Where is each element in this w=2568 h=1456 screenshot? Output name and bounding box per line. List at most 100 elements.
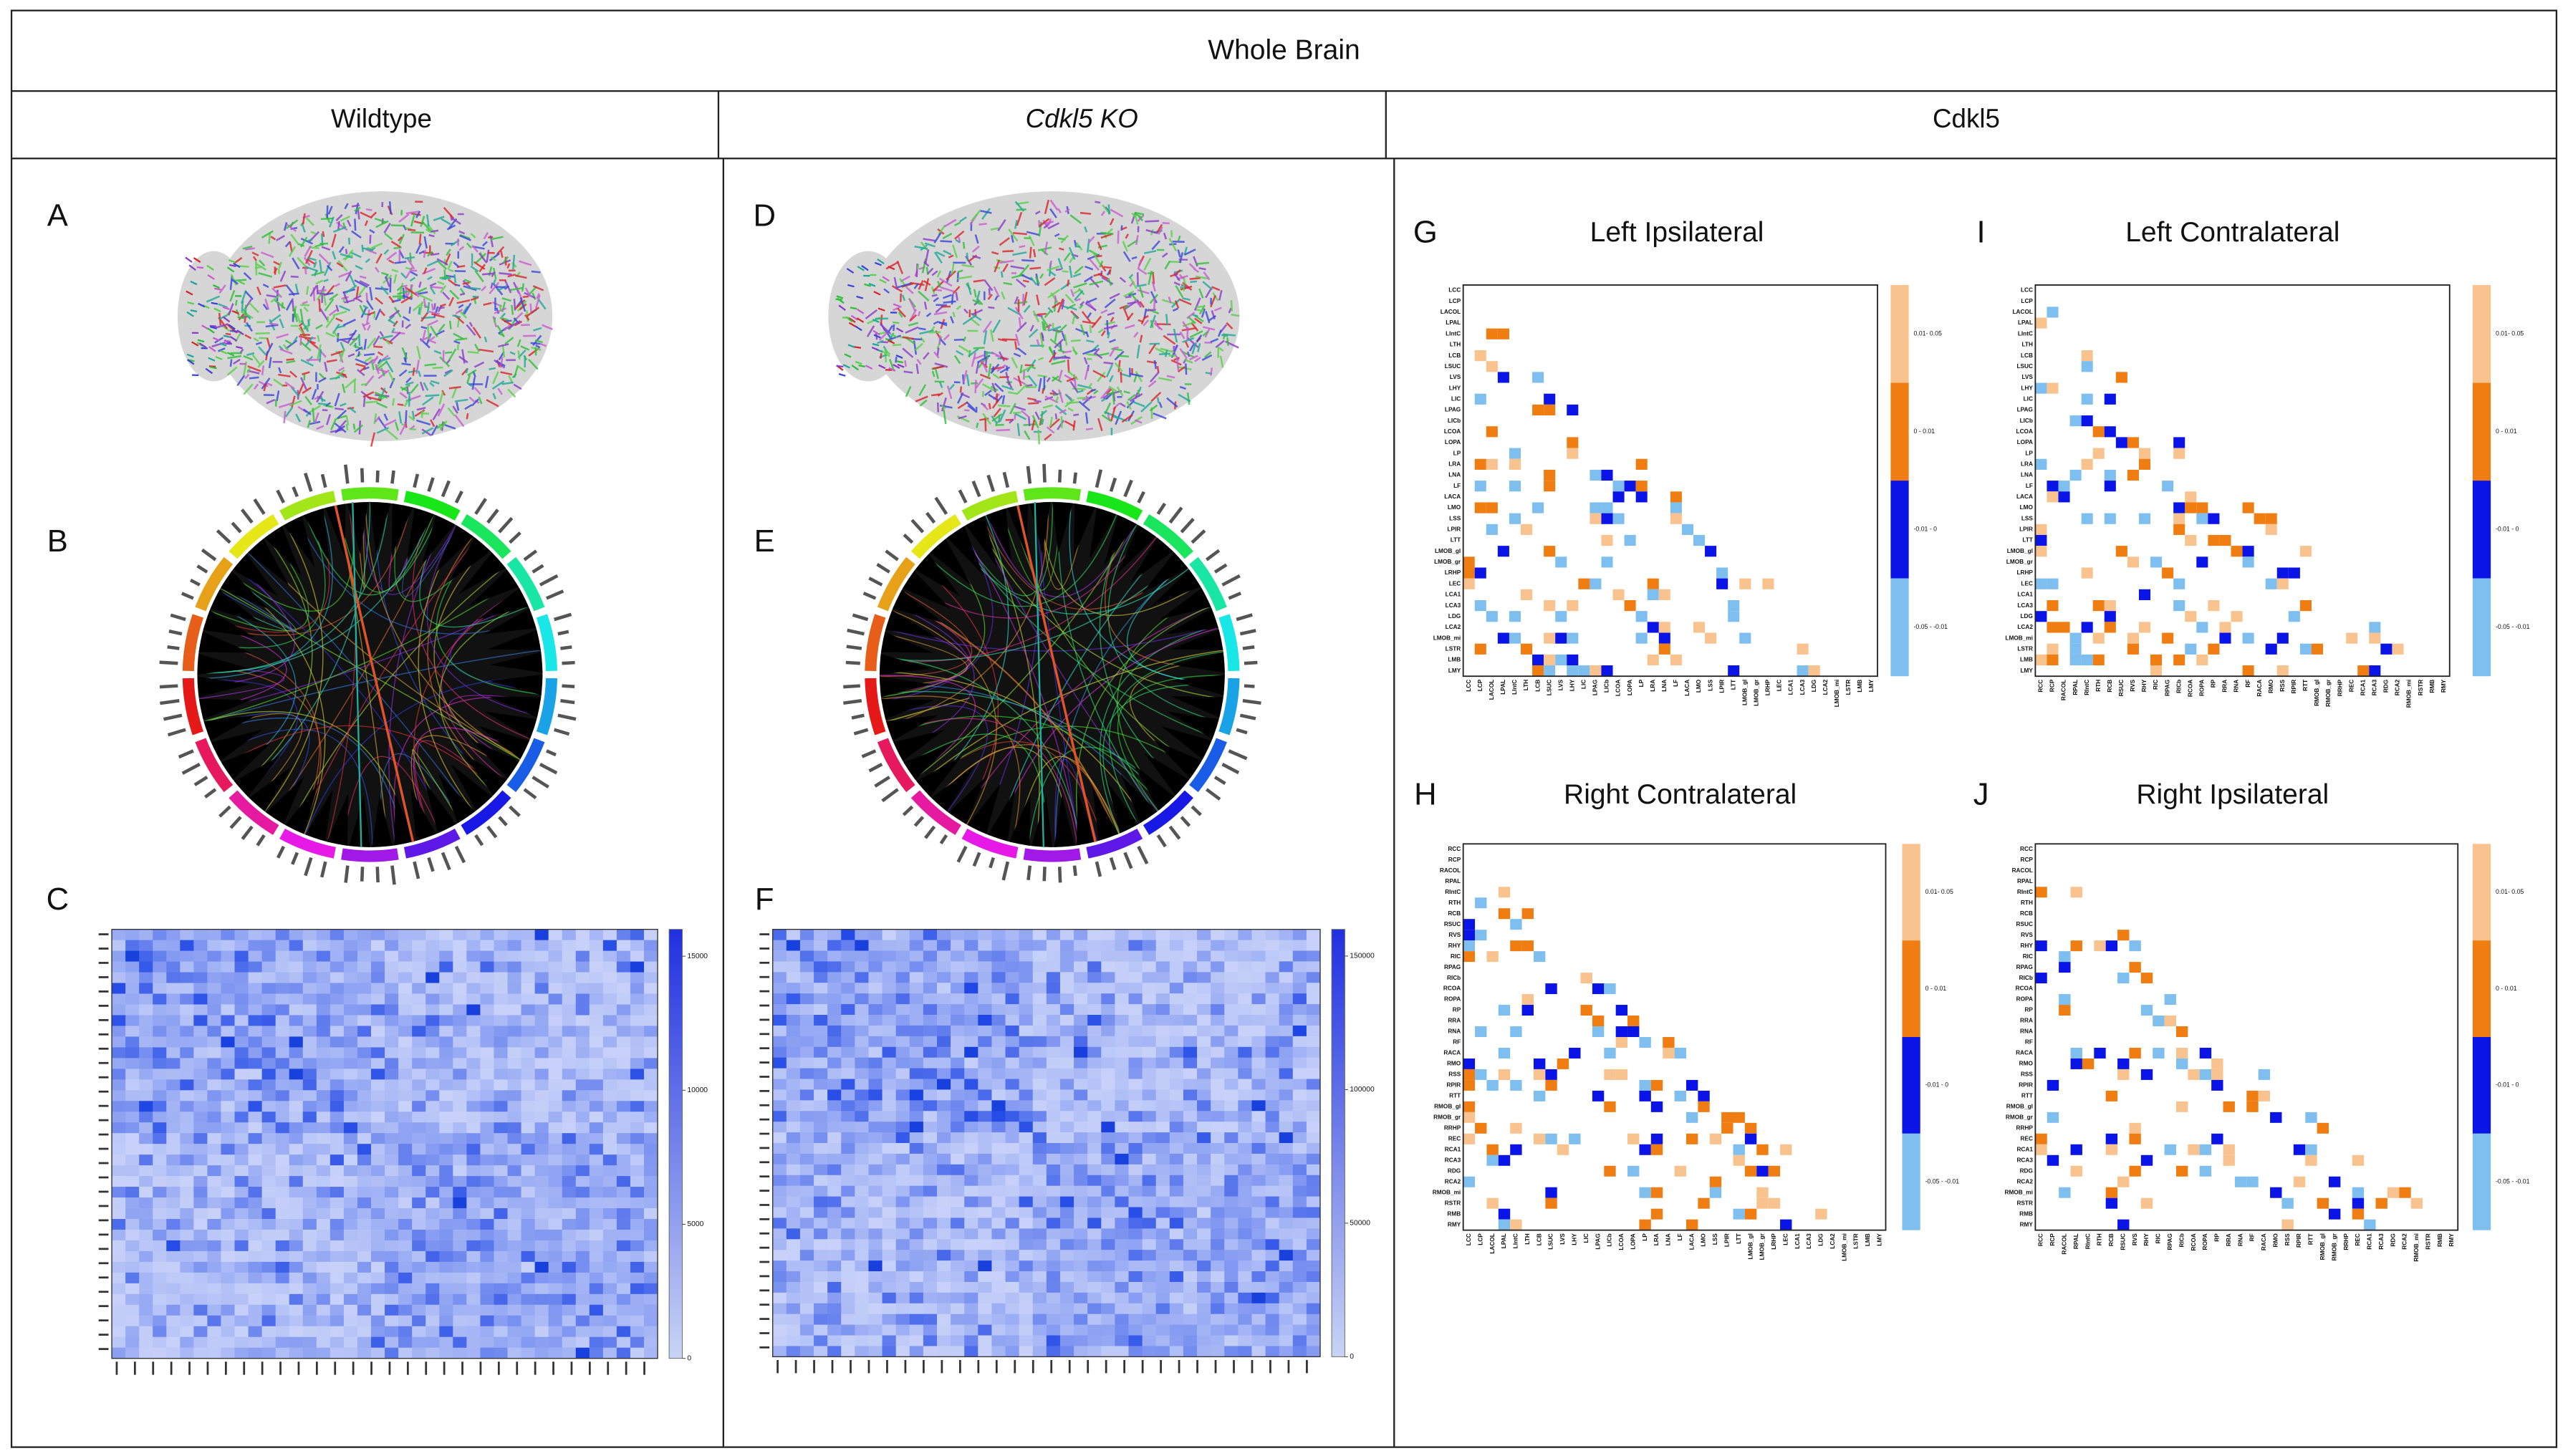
heatmap-cell	[466, 1250, 481, 1263]
heatmap-cell	[951, 983, 965, 994]
fiber	[319, 308, 329, 321]
heatmap-cell	[548, 1304, 563, 1316]
fiber	[905, 385, 912, 397]
heatmap-cell	[1128, 1111, 1143, 1122]
fiber	[340, 402, 347, 407]
heatmap-cell	[385, 1004, 399, 1016]
fiber	[1125, 324, 1135, 329]
heatmap-cell	[275, 1015, 290, 1026]
fiber	[339, 305, 351, 312]
heatmap-cell	[302, 993, 317, 1005]
heatmap-cell	[772, 1036, 787, 1048]
heatmap-cell	[466, 1036, 481, 1048]
heatmap-cell	[153, 1004, 167, 1016]
fiber	[237, 316, 245, 319]
heatmap-cell	[371, 1347, 385, 1359]
heatmap-cell	[562, 950, 577, 963]
heatmap-cell	[534, 1218, 549, 1230]
heatmap-cell	[1128, 940, 1143, 951]
heatmap-cell	[425, 1036, 440, 1048]
heatmap-cell	[1046, 983, 1061, 994]
heatmap-cell	[330, 1315, 345, 1327]
heatmap-cell	[1306, 1025, 1321, 1037]
heatmap-cell	[439, 1176, 453, 1187]
fiber	[1072, 313, 1079, 319]
fiber	[410, 395, 421, 400]
heatmap-cell	[507, 1112, 522, 1123]
heatmap-cell	[786, 1153, 801, 1165]
heatmap-cell	[343, 1069, 358, 1080]
heatmap-cell	[978, 1122, 992, 1133]
fiber	[334, 422, 347, 433]
heatmap-cell	[466, 1026, 481, 1037]
heatmap-cell	[630, 1026, 645, 1037]
heatmap-cell	[166, 1304, 181, 1316]
heatmap-cell	[1005, 1015, 1020, 1026]
heatmap-cell	[425, 1112, 440, 1123]
fiber	[453, 261, 460, 268]
heatmap-cell	[193, 1101, 208, 1112]
fiber	[213, 307, 221, 313]
heatmap-cell	[978, 1111, 992, 1122]
fiber	[286, 358, 294, 361]
heatmap-cell	[398, 1069, 413, 1080]
heatmap-cell	[425, 1272, 440, 1284]
heatmap-cell	[275, 1304, 290, 1316]
chord-bar	[1221, 763, 1240, 775]
heatmap-cell	[494, 1336, 508, 1349]
heatmap-cell	[562, 1165, 577, 1177]
heatmap-cell	[1251, 1153, 1266, 1165]
heatmap-cell	[1238, 1164, 1252, 1176]
heatmap-cell	[343, 1079, 358, 1091]
heatmap-cell	[1279, 1132, 1294, 1144]
fiber	[975, 378, 984, 389]
chord-spoke	[1144, 753, 1190, 796]
heatmap-cell	[507, 1090, 522, 1101]
heatmap-cell	[814, 940, 828, 951]
fiber	[332, 226, 347, 233]
fiber	[383, 249, 390, 255]
heatmap-cell	[480, 983, 494, 994]
heatmap-cell	[248, 940, 263, 952]
fiber	[899, 293, 903, 302]
fiber	[1114, 362, 1123, 372]
chord-spoke	[488, 630, 541, 650]
heatmap-cell	[630, 1326, 645, 1338]
heatmap-cell	[221, 950, 235, 963]
heatmap-cell	[125, 961, 140, 973]
heatmap-cell	[234, 950, 249, 963]
heatmap-cell	[125, 950, 140, 963]
heatmap-cell	[180, 1079, 194, 1091]
heatmap-cell	[1183, 1164, 1198, 1176]
heatmap-cell	[316, 1293, 331, 1306]
chord-segment	[461, 790, 511, 835]
heatmap-cell	[1224, 1068, 1239, 1079]
fiber	[1034, 210, 1041, 215]
fiber	[367, 396, 382, 402]
panel-letter: D	[753, 198, 775, 233]
heatmap-cell	[630, 950, 645, 963]
fiber	[1091, 315, 1102, 329]
chord-spoke	[266, 776, 304, 824]
heatmap-cell	[1142, 1175, 1157, 1187]
heatmap-cell	[534, 1015, 549, 1026]
heatmap-cell	[466, 1326, 481, 1338]
fiber	[375, 253, 383, 264]
chord-bar	[925, 511, 936, 524]
heatmap-cell	[814, 1089, 828, 1101]
heatmap-cell	[275, 1218, 290, 1230]
heatmap-cell	[855, 1036, 869, 1048]
fiber	[374, 415, 380, 423]
heatmap-cell	[923, 1111, 938, 1122]
fiber	[876, 339, 884, 344]
heatmap-cell	[357, 1229, 372, 1241]
heatmap-cell	[371, 1069, 385, 1080]
fiber	[337, 410, 347, 419]
heatmap-cell	[398, 1272, 413, 1284]
heatmap-cell	[951, 1089, 965, 1101]
heatmap-cell	[221, 1036, 235, 1048]
heatmap-cell	[453, 1176, 467, 1187]
heatmap-cell	[630, 1240, 645, 1252]
heatmap-cell	[1279, 1089, 1294, 1101]
